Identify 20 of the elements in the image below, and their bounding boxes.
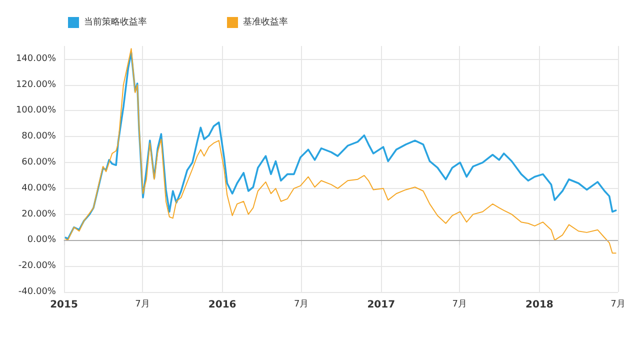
legend-label: 基准收益率 [243, 16, 288, 28]
legend-label: 当前策略收益率 [84, 16, 147, 28]
y-tick-label: 40.00% [22, 183, 56, 194]
x-tick-label: 7月 [610, 300, 626, 310]
x-tick-label: 2016 [208, 300, 236, 310]
y-tick-label: -40.00% [18, 287, 56, 297]
y-tick-label: 60.00% [22, 158, 56, 168]
y-tick-label: 100.00% [16, 106, 56, 116]
y-tick-label: 20.00% [22, 209, 56, 220]
x-tick-label: 7月 [294, 300, 309, 310]
y-tick-label: -20.00% [18, 261, 56, 272]
x-tick-label: 2018 [526, 300, 554, 310]
x-tick-label: 7月 [135, 300, 150, 310]
x-tick-label: 7月 [452, 300, 468, 310]
y-tick-label: 80.00% [22, 132, 56, 142]
y-tick-label: 140.00% [16, 54, 56, 64]
x-tick-label: 2015 [50, 300, 78, 310]
y-tick-label: 120.00% [16, 80, 56, 90]
x-tick-label: 2017 [367, 300, 396, 310]
y-tick-label: 0.00% [27, 235, 56, 246]
